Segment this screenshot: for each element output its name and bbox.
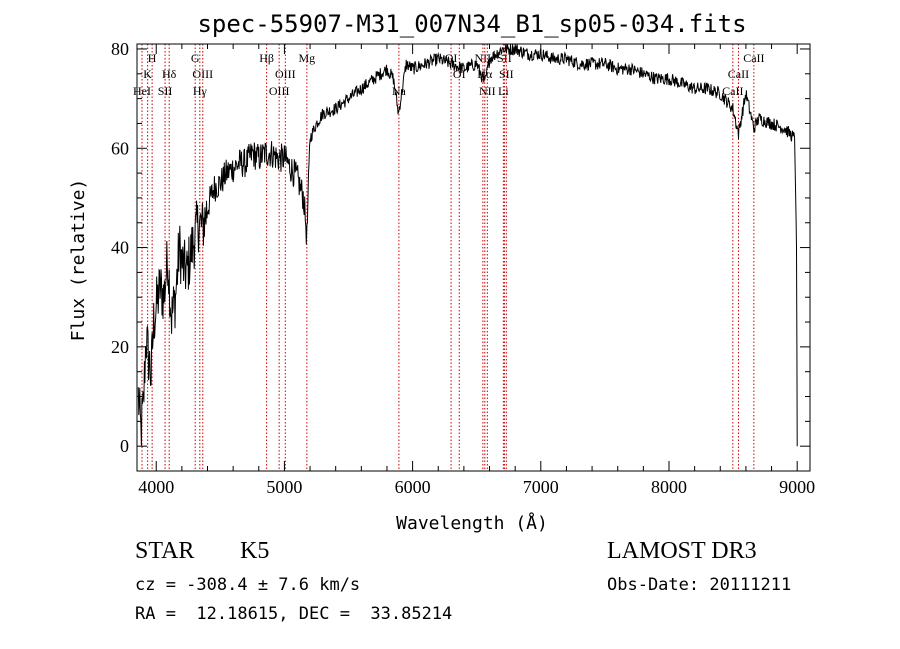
x-axis-label: Wavelength (Å) bbox=[396, 512, 548, 534]
line-label-19: SII bbox=[499, 67, 514, 81]
x-tick-label-0: 4000 bbox=[138, 477, 174, 497]
y-tick-label-2: 40 bbox=[111, 238, 129, 258]
line-label-3: SII bbox=[158, 84, 173, 98]
line-label-23: CaII bbox=[743, 51, 764, 65]
x-tick-label-5: 9000 bbox=[779, 477, 815, 497]
line-label-0: H bbox=[148, 51, 157, 65]
line-label-22: CaII bbox=[728, 67, 749, 81]
chart-title: spec-55907-M31_007N34_B1_sp05-034.fits bbox=[197, 10, 746, 38]
x-tick-label-1: 5000 bbox=[266, 477, 302, 497]
plot-frame bbox=[136, 43, 811, 472]
line-label-18: SII bbox=[497, 51, 512, 65]
y-tick-label-0: 0 bbox=[120, 436, 129, 456]
line-label-10: OIII bbox=[275, 67, 296, 81]
line-label-2: HeI bbox=[133, 84, 151, 98]
redshift-cz: cz = -308.4 ± 7.6 km/s bbox=[135, 575, 361, 595]
y-axis-label: Flux (relative) bbox=[68, 179, 89, 342]
ra-dec: RA = 12.18615, DEC = 33.85214 bbox=[135, 604, 453, 624]
object-class: STAR bbox=[135, 538, 195, 564]
x-tick-label-3: 7000 bbox=[523, 477, 559, 497]
x-axis: 4000 5000 6000 7000 8000 9000 bbox=[138, 44, 815, 497]
line-label-6: OIII bbox=[192, 67, 213, 81]
y-tick-label-3: 60 bbox=[111, 138, 129, 158]
x-tick-label-2: 6000 bbox=[395, 477, 431, 497]
x-tick-label-4: 8000 bbox=[651, 477, 687, 497]
y-axis: 0 20 40 60 80 bbox=[111, 39, 810, 472]
y-tick-label-4: 80 bbox=[111, 39, 129, 59]
line-label-4: Hδ bbox=[162, 67, 177, 81]
line-label-17: NII bbox=[479, 84, 496, 98]
survey-name: LAMOST DR3 bbox=[607, 538, 757, 564]
line-label-20: Li bbox=[498, 84, 509, 98]
line-label-8: Hβ bbox=[259, 51, 274, 65]
line-label-5: G bbox=[191, 51, 200, 65]
obs-date: Obs-Date: 20111211 bbox=[607, 575, 792, 595]
y-tick-label-1: 20 bbox=[111, 337, 129, 357]
line-label-11: Mg bbox=[299, 51, 316, 65]
line-label-7: Hγ bbox=[193, 84, 208, 98]
spectrum-series-line bbox=[137, 43, 798, 447]
line-label-9: OIII bbox=[269, 84, 290, 98]
object-subclass: K5 bbox=[240, 538, 270, 564]
line-label-1: K bbox=[143, 67, 152, 81]
